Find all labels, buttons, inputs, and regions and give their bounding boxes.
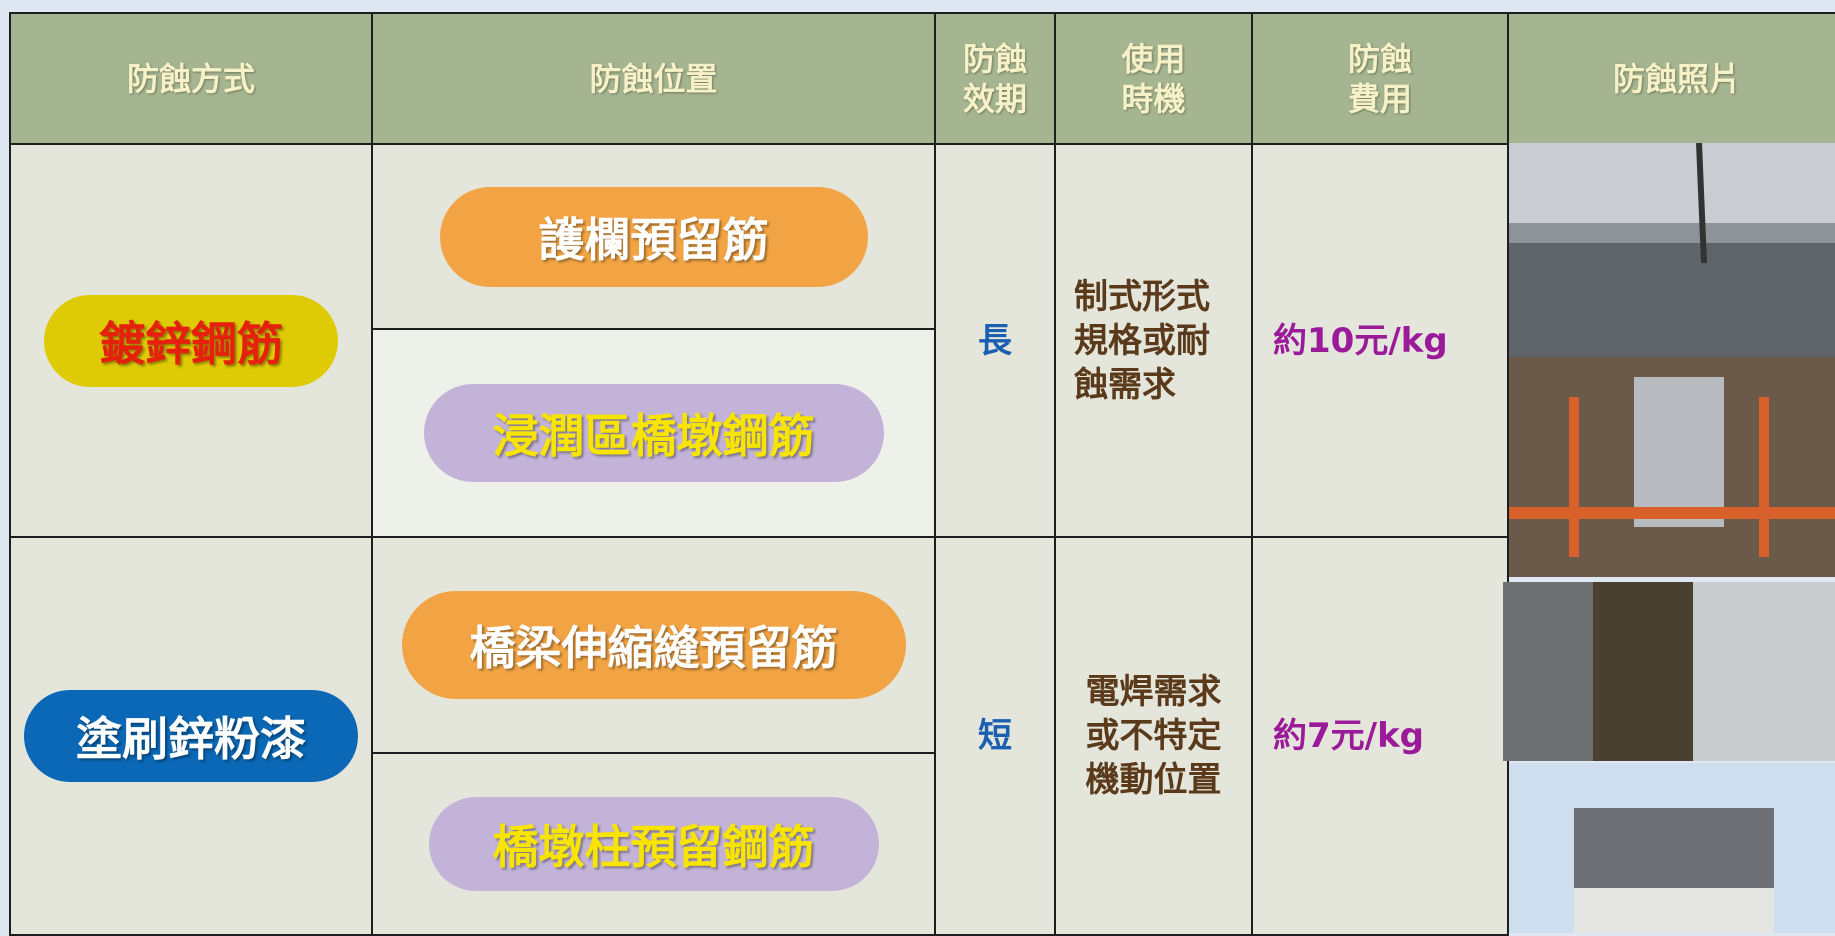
- duration-cell: 短: [934, 536, 1056, 936]
- location-pill: 橋梁伸縮縫預留筋: [401, 591, 906, 699]
- timing-text: 規格或耐: [1074, 320, 1210, 361]
- header-text: 防蝕照片: [1612, 59, 1741, 98]
- header-text: 防蝕方式: [126, 59, 255, 98]
- timing-text: 電焊需求: [1085, 672, 1222, 712]
- timing-text: 機動位置: [1085, 760, 1222, 800]
- location-cell: 橋梁伸縮縫預留筋: [371, 536, 936, 754]
- cost-text: 約10元/kg: [1273, 320, 1448, 361]
- location-pill: 浸潤區橋墩鋼筋: [423, 384, 884, 482]
- cost-cell: 約7元/kg: [1251, 536, 1509, 936]
- header-cell: 使用 時機: [1054, 12, 1253, 145]
- cost-cell: 約10元/kg: [1251, 143, 1509, 538]
- photo: [1509, 143, 1835, 357]
- header-text: 使用: [1121, 39, 1186, 78]
- header-text: 費用: [1347, 79, 1412, 118]
- header-text: 防蝕: [1347, 39, 1412, 78]
- location-cell: 橋墩柱預留鋼筋: [371, 752, 936, 936]
- method-pill: 鍍鋅鋼筋: [44, 294, 338, 387]
- photo: [1503, 582, 1835, 761]
- timing-text: 蝕需求: [1074, 364, 1176, 405]
- timing-cell: 電焊需求 或不特定 機動位置: [1054, 536, 1253, 936]
- location-cell: 浸潤區橋墩鋼筋: [371, 328, 936, 538]
- duration-text: 短: [978, 716, 1012, 756]
- header-cell: 防蝕照片: [1507, 12, 1835, 145]
- method-cell: 塗刷鋅粉漆: [9, 536, 373, 936]
- header-cell: 防蝕方式: [9, 12, 373, 145]
- header-text: 時機: [1121, 79, 1186, 118]
- location-pill: 橋墩柱預留鋼筋: [428, 797, 879, 891]
- timing-text: 制式形式: [1074, 276, 1210, 317]
- duration-text: 長: [978, 320, 1012, 361]
- photo: [1509, 763, 1835, 933]
- cost-text: 約7元/kg: [1273, 716, 1425, 756]
- header-text: 防蝕位置: [589, 59, 718, 98]
- photo: [1509, 357, 1835, 577]
- method-pill: 塗刷鋅粉漆: [24, 690, 358, 782]
- header-text: 防蝕: [962, 39, 1027, 78]
- header-cell: 防蝕 效期: [934, 12, 1056, 145]
- header-cell: 防蝕位置: [371, 12, 936, 145]
- timing-text: 或不特定: [1085, 716, 1222, 756]
- duration-cell: 長: [934, 143, 1056, 538]
- location-pill: 護欄預留筋: [439, 186, 868, 287]
- header-text: 效期: [962, 79, 1027, 118]
- header-cell: 防蝕 費用: [1251, 12, 1509, 145]
- method-cell: 鍍鋅鋼筋: [9, 143, 373, 538]
- location-cell: 護欄預留筋: [371, 143, 936, 330]
- timing-cell: 制式形式 規格或耐 蝕需求: [1054, 143, 1253, 538]
